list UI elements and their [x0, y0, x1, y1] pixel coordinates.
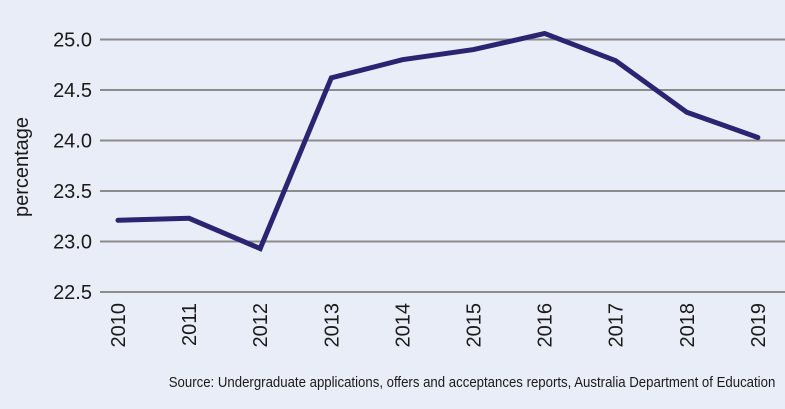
x-tick-label: 2014 — [392, 303, 414, 348]
x-tick-label: 2013 — [321, 303, 343, 348]
x-tick-label: 2010 — [108, 303, 130, 348]
x-tick-label: 2017 — [606, 303, 628, 348]
y-tick-label: 25.0 — [53, 30, 92, 52]
x-tick-label: 2015 — [464, 303, 486, 348]
y-tick-label: 24.0 — [53, 131, 92, 153]
x-tick-label: 2016 — [535, 303, 557, 348]
x-tick-label: 2018 — [677, 303, 699, 348]
line-chart: 22.5 23.0 23.5 24.0 24.5 25.0 2010 2011 2012 201… — [11, 30, 785, 348]
x-tick-label: 2011 — [179, 303, 201, 346]
y-tick-label: 23.5 — [53, 181, 92, 203]
y-tick-label: 22.5 — [53, 282, 92, 304]
x-tick-label: 2012 — [250, 303, 272, 348]
y-tick-label: 24.5 — [53, 80, 92, 102]
y-tick-label: 23.0 — [53, 232, 92, 254]
series-line — [115, 30, 761, 252]
x-tick-label: 2019 — [748, 303, 770, 348]
y-axis-label: percentage — [11, 117, 33, 217]
source-note: Source: Undergraduate applications, offe… — [168, 374, 775, 391]
